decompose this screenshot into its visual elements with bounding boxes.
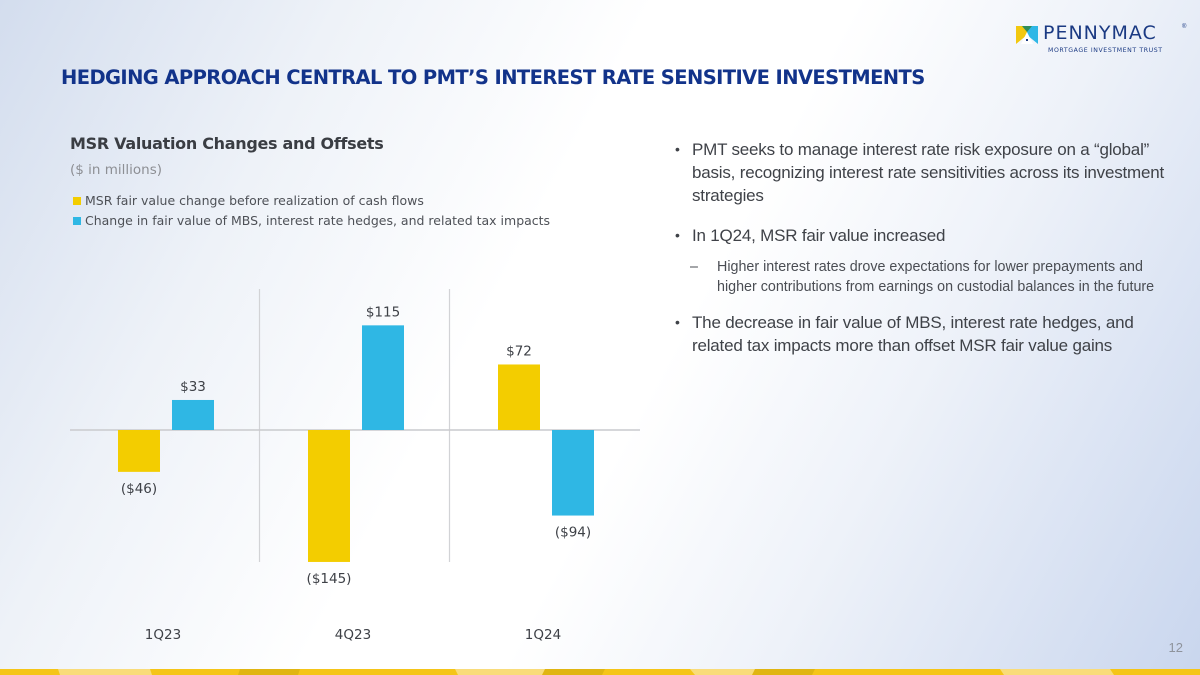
chart-units-label: ($ in millions)	[70, 162, 163, 178]
data-label: $72	[506, 343, 532, 359]
x-tick-label: 4Q23	[335, 627, 371, 643]
bar-1q23-series-0	[118, 430, 160, 472]
legend-label-hedges: Change in fair value of MBS, interest ra…	[85, 212, 551, 228]
data-label: ($46)	[121, 481, 157, 497]
data-label: $115	[366, 304, 400, 320]
chart-legend: MSR fair value change before realization…	[73, 190, 550, 230]
sub-bullet-text: Higher interest rates drove expectations…	[717, 259, 1155, 295]
slide-title: HEDGING APPROACH CENTRAL TO PMT’S INTERE…	[61, 66, 925, 89]
bar-1q24-series-0	[498, 364, 540, 430]
pennymac-logo: PENNYMAC ® MORTGAGE INVESTMENT TRUST	[1016, 22, 1188, 60]
legend-swatch-msr	[73, 197, 81, 205]
logo-tagline: MORTGAGE INVESTMENT TRUST	[1048, 47, 1163, 54]
x-tick-label: 1Q23	[145, 627, 181, 643]
bullet-dot-icon: •	[675, 141, 680, 157]
logo-registered-mark: ®	[1182, 24, 1187, 30]
legend-item-msr: MSR fair value change before realization…	[73, 190, 550, 210]
legend-label-msr: MSR fair value change before realization…	[85, 192, 424, 208]
legend-swatch-hedges	[73, 217, 81, 225]
bar-4q23-series-0	[308, 430, 350, 562]
bar-1q24-series-1	[552, 430, 594, 516]
legend-item-hedges: Change in fair value of MBS, interest ra…	[73, 210, 550, 230]
bullet-text: In 1Q24, MSR fair value increased	[692, 226, 946, 245]
bullet-text: PMT seeks to manage interest rate risk e…	[692, 140, 1165, 205]
sub-bullet-point: – Higher interest rates drove expectation…	[675, 258, 1165, 297]
bottom-brand-stripe	[0, 669, 1200, 675]
chart-title: MSR Valuation Changes and Offsets	[70, 134, 384, 153]
data-label: ($145)	[307, 571, 352, 587]
bullet-point: • In 1Q24, MSR fair value increased	[675, 224, 1165, 247]
data-label: ($94)	[555, 525, 591, 541]
pennymac-house-icon	[1016, 26, 1038, 44]
x-tick-label: 1Q24	[525, 627, 561, 643]
sub-bullet-dash-icon: –	[690, 259, 698, 275]
bar-1q23-series-1	[172, 399, 214, 430]
commentary-bullets: • PMT seeks to manage interest rate risk …	[675, 138, 1165, 357]
page-number: 12	[1168, 640, 1183, 655]
logo-wordmark: PENNYMAC	[1043, 22, 1157, 44]
bullet-dot-icon: •	[675, 314, 680, 330]
bullet-dot-icon: •	[675, 227, 680, 243]
bullet-point: • The decrease in fair value of MBS, inte…	[675, 311, 1165, 357]
bullet-text: The decrease in fair value of MBS, inter…	[692, 313, 1134, 355]
data-label: $33	[180, 379, 206, 395]
bullet-point: • PMT seeks to manage interest rate risk …	[675, 138, 1165, 207]
bar-4q23-series-1	[362, 325, 404, 430]
